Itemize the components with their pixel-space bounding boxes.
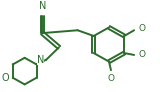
Text: N: N — [37, 55, 44, 65]
Text: O: O — [138, 24, 145, 33]
Text: O: O — [138, 50, 145, 59]
Text: O: O — [1, 73, 9, 83]
Text: O: O — [108, 74, 114, 83]
Text: N: N — [39, 1, 46, 11]
